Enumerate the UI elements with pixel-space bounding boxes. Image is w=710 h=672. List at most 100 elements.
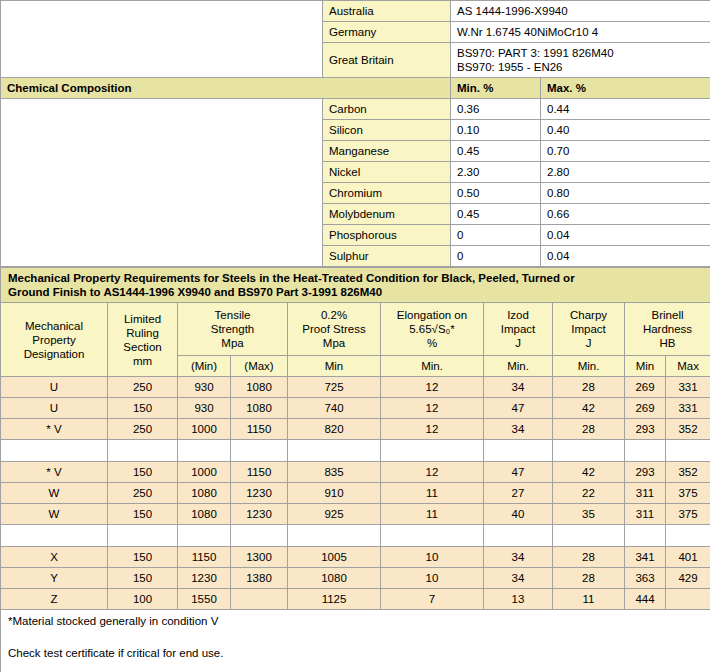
cell-ruling-section: 150 bbox=[108, 547, 178, 568]
empty-cell bbox=[484, 525, 553, 547]
chemical-max-header: Max. % bbox=[541, 78, 710, 99]
cell-elongation: 11 bbox=[381, 483, 484, 504]
element-min: 0.36 bbox=[451, 99, 541, 120]
cell-ruling-section: 150 bbox=[108, 462, 178, 483]
equiv-country-label: Great Britain bbox=[323, 43, 451, 78]
steel-datasheet: Australia AS 1444-1996-X9940 Germany W.N… bbox=[0, 0, 710, 672]
cell-tensile-min: 1080 bbox=[178, 504, 231, 525]
cell-izod: 34 bbox=[484, 377, 553, 398]
table-row: U 150 930 1080 740 12 47 42 269 331 bbox=[1, 398, 710, 419]
footnote-stock-condition: *Material stocked generally in condition… bbox=[8, 614, 703, 628]
cell-ruling-section: 250 bbox=[108, 377, 178, 398]
subheader-tensile-min: (Min) bbox=[178, 356, 231, 377]
cell-proof-stress: 1080 bbox=[288, 568, 381, 589]
element-min: 0 bbox=[451, 246, 541, 267]
mechanical-properties-table: Mechanical Property Requirements for Ste… bbox=[0, 267, 710, 672]
cell-proof-stress: 910 bbox=[288, 483, 381, 504]
cell-izod: 13 bbox=[484, 589, 553, 610]
element-min: 0.45 bbox=[451, 204, 541, 225]
cell-brinell-min: 269 bbox=[625, 377, 666, 398]
empty-cell bbox=[108, 440, 178, 462]
empty-cell bbox=[1, 440, 108, 462]
subheader-brinell-max: Max bbox=[666, 356, 710, 377]
subheader-brinell-min: Min bbox=[625, 356, 666, 377]
empty-cell bbox=[381, 525, 484, 547]
cell-tensile-max: 1300 bbox=[231, 547, 288, 568]
table-row: U 250 930 1080 725 12 34 28 269 331 bbox=[1, 377, 710, 398]
cell-elongation: 10 bbox=[381, 568, 484, 589]
cell-charpy: 42 bbox=[553, 398, 625, 419]
cell-charpy: 22 bbox=[553, 483, 625, 504]
cell-elongation: 12 bbox=[381, 462, 484, 483]
table-row: Z 100 1550 1125 7 13 11 444 bbox=[1, 589, 710, 610]
cell-charpy: 35 bbox=[553, 504, 625, 525]
cell-ruling-section: 150 bbox=[108, 504, 178, 525]
cell-brinell-min: 311 bbox=[625, 483, 666, 504]
table-row: Y 150 1230 1380 1080 10 34 28 363 429 bbox=[1, 568, 710, 589]
chemical-min-header: Min. % bbox=[451, 78, 541, 99]
empty-cell bbox=[625, 440, 666, 462]
cell-proof-stress: 820 bbox=[288, 419, 381, 440]
element-max: 0.70 bbox=[541, 141, 710, 162]
table-row: X 150 1150 1300 1005 10 34 28 341 401 bbox=[1, 547, 710, 568]
cell-brinell-max: 331 bbox=[666, 398, 710, 419]
empty-corner-cell bbox=[1, 1, 323, 78]
separator-row bbox=[1, 525, 710, 547]
cell-izod: 40 bbox=[484, 504, 553, 525]
header-tensile-strength: Tensile Strength Mpa bbox=[178, 303, 288, 356]
cell-tensile-min: 1550 bbox=[178, 589, 231, 610]
cell-tensile-max: 1150 bbox=[231, 419, 288, 440]
element-name: Manganese bbox=[323, 141, 451, 162]
cell-brinell-max: 352 bbox=[666, 462, 710, 483]
empty-cell bbox=[666, 525, 710, 547]
cell-designation: X bbox=[1, 547, 108, 568]
empty-cell bbox=[1, 99, 323, 267]
subheader-tensile-max: (Max) bbox=[231, 356, 288, 377]
empty-cell bbox=[231, 525, 288, 547]
cell-proof-stress: 740 bbox=[288, 398, 381, 419]
cell-designation: U bbox=[1, 398, 108, 419]
element-max: 0.80 bbox=[541, 183, 710, 204]
cell-tensile-max: 1080 bbox=[231, 377, 288, 398]
element-name: Chromium bbox=[323, 183, 451, 204]
element-name: Carbon bbox=[323, 99, 451, 120]
cell-brinell-max bbox=[666, 589, 710, 610]
cell-designation: U bbox=[1, 377, 108, 398]
cell-designation: * V bbox=[1, 419, 108, 440]
element-min: 0 bbox=[451, 225, 541, 246]
header-izod-impact: Izod Impact J bbox=[484, 303, 553, 356]
element-name: Nickel bbox=[323, 162, 451, 183]
cell-proof-stress: 835 bbox=[288, 462, 381, 483]
cell-brinell-max: 352 bbox=[666, 419, 710, 440]
empty-cell bbox=[553, 440, 625, 462]
cell-brinell-max: 331 bbox=[666, 377, 710, 398]
equivalents-chemical-table: Australia AS 1444-1996-X9940 Germany W.N… bbox=[0, 0, 710, 267]
mechanical-section-title: Mechanical Property Requirements for Ste… bbox=[1, 268, 710, 303]
element-name: Sulphur bbox=[323, 246, 451, 267]
element-name: Silicon bbox=[323, 120, 451, 141]
header-elongation: Elongation on 5.65√S₀* % bbox=[381, 303, 484, 356]
footnotes-row: *Material stocked generally in condition… bbox=[1, 610, 710, 672]
cell-tensile-max: 1230 bbox=[231, 483, 288, 504]
cell-tensile-max: 1380 bbox=[231, 568, 288, 589]
subheader-proof-min: Min bbox=[288, 356, 381, 377]
cell-tensile-min: 1080 bbox=[178, 483, 231, 504]
cell-brinell-max: 401 bbox=[666, 547, 710, 568]
cell-charpy: 28 bbox=[553, 547, 625, 568]
header-ruling-section: Limited Ruling Section mm bbox=[108, 303, 178, 377]
header-charpy-impact: Charpy Impact J bbox=[553, 303, 625, 356]
footnotes-cell: *Material stocked generally in condition… bbox=[1, 610, 710, 672]
cell-tensile-min: 930 bbox=[178, 398, 231, 419]
empty-cell bbox=[108, 525, 178, 547]
cell-izod: 34 bbox=[484, 547, 553, 568]
cell-tensile-min: 1150 bbox=[178, 547, 231, 568]
cell-tensile-max: 1150 bbox=[231, 462, 288, 483]
table-row: * V 250 1000 1150 820 12 34 28 293 352 bbox=[1, 419, 710, 440]
cell-elongation: 11 bbox=[381, 504, 484, 525]
separator-row bbox=[1, 440, 710, 462]
cell-izod: 47 bbox=[484, 398, 553, 419]
element-min: 0.10 bbox=[451, 120, 541, 141]
cell-izod: 34 bbox=[484, 568, 553, 589]
equiv-country-label: Australia bbox=[323, 1, 451, 22]
empty-cell bbox=[381, 440, 484, 462]
